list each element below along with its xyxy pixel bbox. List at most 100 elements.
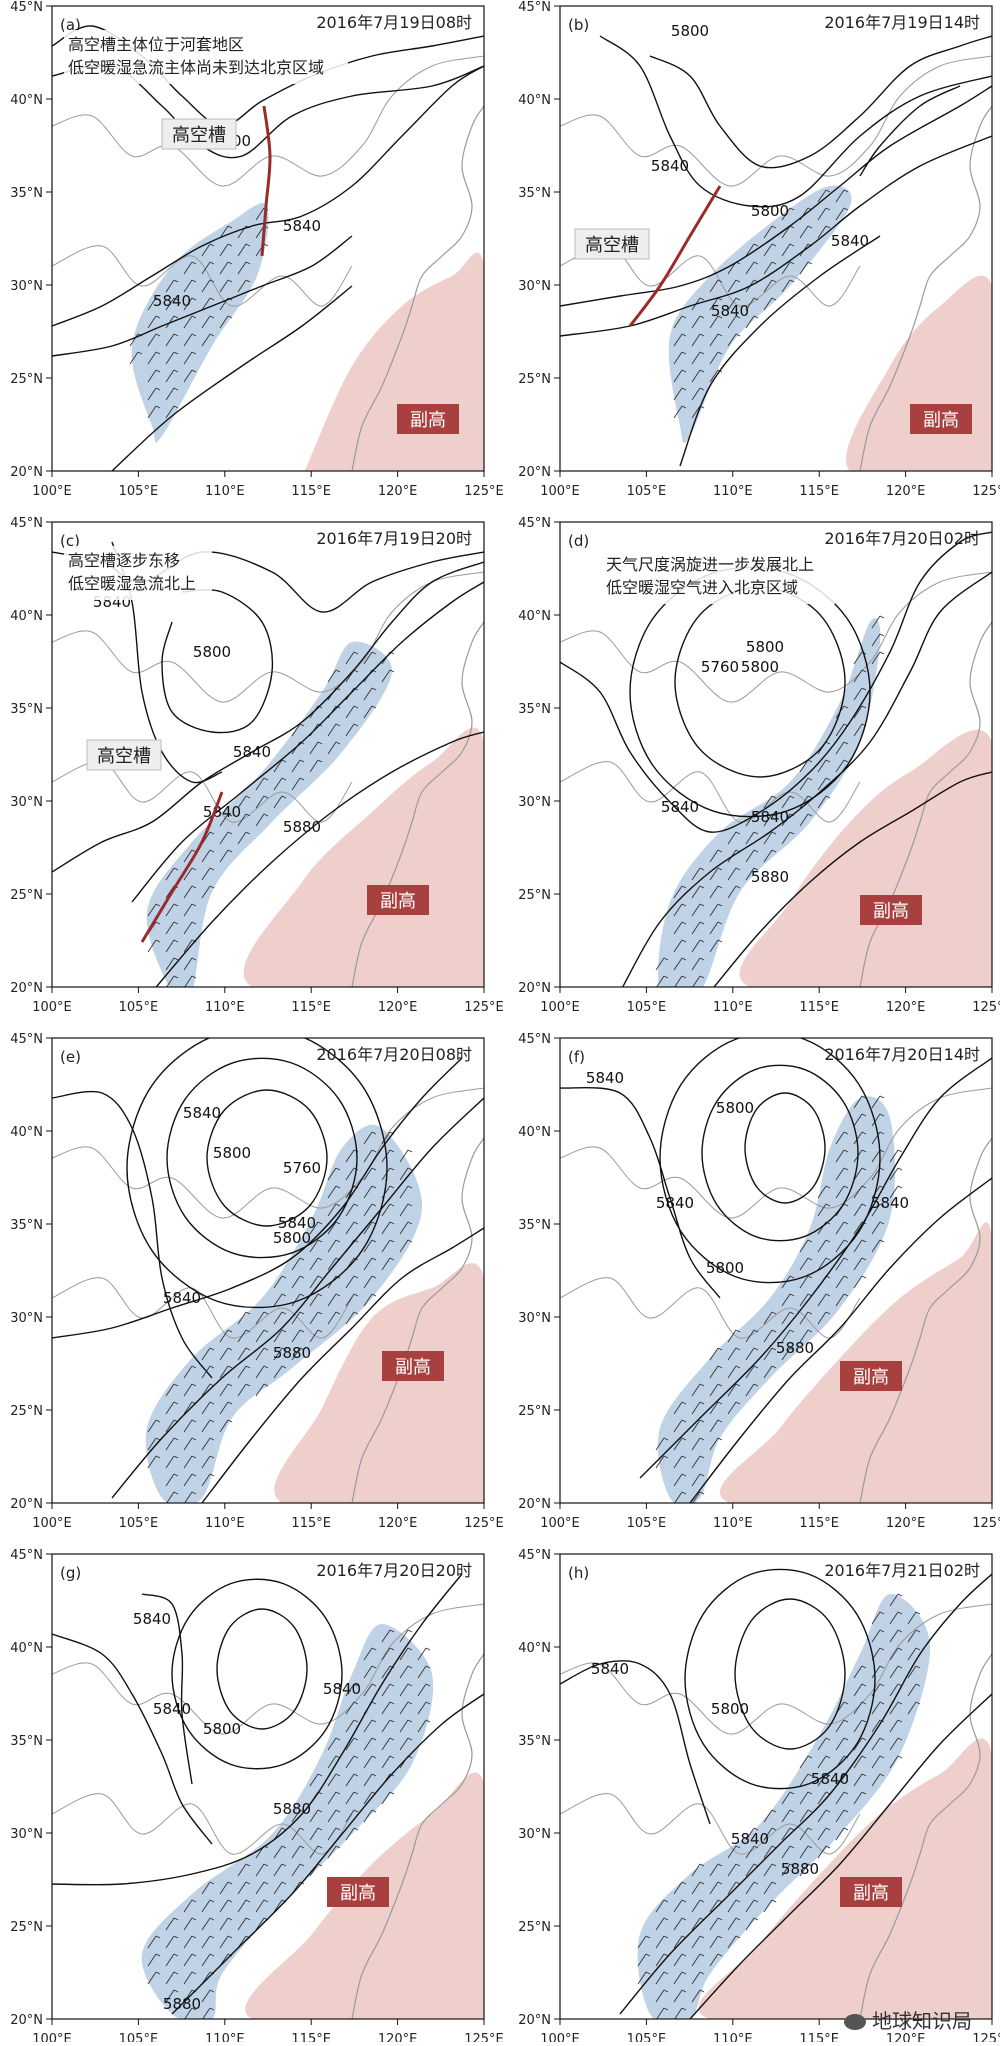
wind-barb xyxy=(237,261,251,275)
wind-barb xyxy=(709,921,723,935)
wind-barb xyxy=(691,1473,705,1487)
wind-barb xyxy=(381,669,395,683)
wind-barb xyxy=(165,369,179,383)
wind-barb xyxy=(381,1683,395,1697)
wind-barb xyxy=(673,405,687,419)
province-border xyxy=(560,761,861,823)
y-tick-label: 25°N xyxy=(10,372,43,387)
plot-frame xyxy=(559,521,993,988)
wind-barb xyxy=(309,1311,323,1325)
x-tick-label: 115°E xyxy=(799,1516,839,1531)
watermark: 地球知识局 xyxy=(844,2005,972,2034)
wind-barb xyxy=(709,849,723,863)
wind-barb xyxy=(673,885,687,899)
plot-frame xyxy=(51,521,485,988)
wind-barb xyxy=(673,957,687,971)
wind-barb xyxy=(309,1221,323,1235)
contour-label: 5800 xyxy=(741,658,779,676)
low-level-jet-area xyxy=(131,203,269,443)
wind-barb xyxy=(381,1719,395,1733)
wind-barb xyxy=(853,1167,867,1181)
y-tick-label: 20°N xyxy=(518,465,551,480)
wind-barb xyxy=(655,1437,669,1451)
wind-barb xyxy=(165,315,179,329)
wind-barb xyxy=(327,1827,341,1841)
wind-barb xyxy=(327,741,341,755)
y-tick-label: 35°N xyxy=(10,702,43,717)
coastline xyxy=(351,1653,484,2019)
coastline xyxy=(859,105,992,471)
wind-barb xyxy=(345,1737,359,1751)
y-tick-label: 45°N xyxy=(10,0,43,15)
wind-barb xyxy=(219,1329,233,1343)
wind-barb xyxy=(147,1953,161,1967)
wind-barb xyxy=(201,849,215,863)
wind-barb xyxy=(781,243,795,257)
wind-barb xyxy=(763,297,777,311)
contour-label: 5840 xyxy=(133,1610,171,1628)
wind-barb xyxy=(835,1257,849,1271)
wind-barb xyxy=(184,975,197,987)
wind-barb xyxy=(853,1203,867,1217)
wind-barb xyxy=(817,1845,831,1859)
wind-barb xyxy=(381,1167,395,1181)
panel-letter: (b) xyxy=(568,16,589,34)
wind-barb xyxy=(691,1899,705,1913)
wind-barb xyxy=(327,1293,341,1307)
trough-label-box xyxy=(574,228,650,260)
wind-barb xyxy=(763,1365,777,1379)
wind-barb xyxy=(727,831,741,845)
contour-label: 5840 xyxy=(183,1104,221,1122)
geopotential-contour xyxy=(52,1057,463,1339)
wind-barb xyxy=(291,1845,305,1859)
wind-barbs xyxy=(655,615,885,987)
wind-barb xyxy=(255,1881,269,1895)
wind-barb xyxy=(255,1899,269,1913)
x-tick-label: 125°E xyxy=(464,1516,504,1531)
geopotential-contour xyxy=(155,731,484,987)
wind-barb xyxy=(237,1365,251,1379)
wind-barb xyxy=(853,669,867,683)
wind-barb xyxy=(871,651,885,665)
wind-barb xyxy=(817,795,831,809)
wind-barb xyxy=(817,225,831,239)
contour-label: 5800 xyxy=(751,202,789,220)
x-tick-label: 120°E xyxy=(378,2032,418,2042)
wind-barb xyxy=(781,795,795,809)
plot-frame xyxy=(559,5,993,472)
wind-barb xyxy=(363,1257,377,1271)
x-tick-label: 125°E xyxy=(464,2032,504,2042)
wind-barb xyxy=(817,759,831,773)
wind-barb xyxy=(907,1629,921,1643)
x-tick-label: 115°E xyxy=(799,1000,839,1015)
contour-label: 5800 xyxy=(273,1229,311,1247)
contour-label: 5840 xyxy=(153,292,191,310)
x-tick-label: 100°E xyxy=(32,2032,72,2042)
geopotential-contour xyxy=(111,285,353,471)
geopotential-contour xyxy=(639,1057,992,1479)
geopotential-contour xyxy=(52,1090,213,1379)
wind-barb xyxy=(381,1755,395,1769)
wind-barb xyxy=(309,1329,323,1343)
trough-label: 高空槽 xyxy=(585,235,639,256)
wind-barb xyxy=(745,831,759,845)
wind-barb xyxy=(727,1881,741,1895)
x-tick-label: 120°E xyxy=(378,1516,418,1531)
geopotential-contour xyxy=(216,1608,308,1730)
wind-barb xyxy=(817,1185,831,1199)
x-tick-label: 105°E xyxy=(119,1000,159,1015)
wind-barb xyxy=(745,1899,759,1913)
geopotential-contour xyxy=(52,65,484,327)
wind-barb xyxy=(237,795,251,809)
plot-frame xyxy=(51,1553,485,2020)
wind-barb xyxy=(237,1311,251,1325)
wind-barb xyxy=(799,1863,813,1877)
wind-barb xyxy=(763,243,777,257)
wind-barb xyxy=(165,333,179,347)
x-tick-label: 125°E xyxy=(972,1516,1000,1531)
wind-barb xyxy=(147,387,161,401)
wind-barb xyxy=(363,1737,377,1751)
wind-barb xyxy=(291,777,305,791)
